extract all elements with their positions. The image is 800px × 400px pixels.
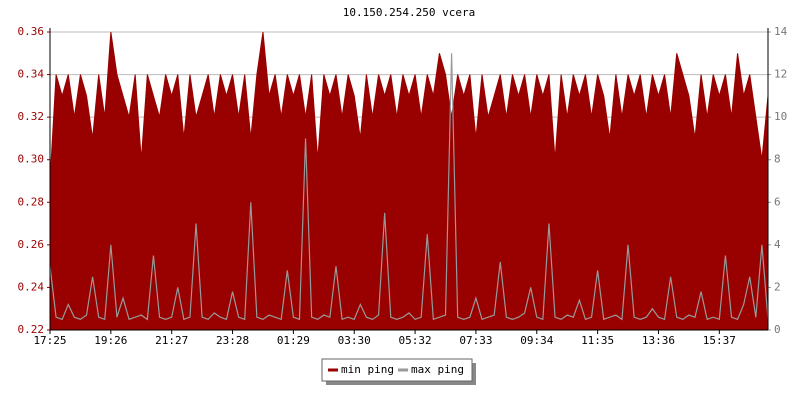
legend-label: max ping [411,363,464,376]
x-tick-label: 07:33 [459,334,492,347]
plot [49,31,769,331]
y-tick-label: 0.24 [18,280,45,293]
y-tick-label: 0.22 [18,323,45,336]
x-tick-label: 19:26 [94,334,127,347]
y-tick-label: 0.32 [18,110,45,123]
y2-tick-label: 4 [774,238,781,251]
legend: min ping max ping [321,358,476,385]
y-tick-label: 0.26 [18,238,45,251]
y-tick-label: 0.34 [18,68,45,81]
series-area [49,31,769,331]
legend-box [321,358,473,382]
x-tick-label: 13:36 [642,334,675,347]
y-tick-label: 0.28 [18,195,45,208]
x-tick-label: 21:27 [155,334,188,347]
series-line [49,53,769,321]
x-tick-label: 17:25 [33,334,66,347]
y2-tick-label: 14 [774,25,788,38]
y2-tick-label: 2 [774,280,781,293]
x-tick-label: 11:35 [581,334,614,347]
chart-title: 10.150.254.250 vcera [343,6,475,19]
x-tick-label: 03:30 [338,334,371,347]
legend-label: min ping [341,363,394,376]
y2-tick-label: 12 [774,68,787,81]
y2-tick-label: 8 [774,153,781,166]
y2-tick-label: 0 [774,323,781,336]
x-tick-label: 05:32 [399,334,432,347]
y-tick-label: 0.30 [18,153,45,166]
x-tick-label: 23:28 [216,334,249,347]
x-tick-label: 15:37 [703,334,736,347]
y2-tick-label: 6 [774,195,781,208]
y2-tick-label: 10 [774,110,787,123]
x-tick-label: 01:29 [277,334,310,347]
x-tick-label: 09:34 [520,334,553,347]
y-tick-label: 0.36 [18,25,45,38]
